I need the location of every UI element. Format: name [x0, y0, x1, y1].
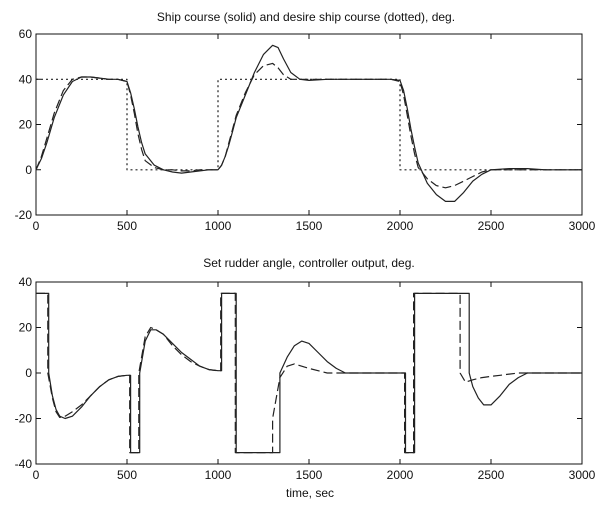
course-y-tick-label: 0 — [25, 163, 32, 177]
course-x-tick-label: 1500 — [296, 219, 323, 233]
course-x-tick-label: 0 — [33, 219, 40, 233]
rudder-y-ticks: -40 -20 0 20 40 — [15, 275, 582, 471]
course-y-tick-label: -20 — [15, 208, 33, 222]
course-x-tick-label: 2000 — [387, 219, 414, 233]
rudder-y-tick-label: -40 — [15, 457, 33, 471]
course-series — [35, 44, 582, 202]
course-series-line-dotted — [36, 78, 582, 171]
rudder-x-tick-label: 2500 — [478, 468, 505, 482]
rudder-plot-area — [35, 281, 583, 465]
rudder-panel: Set rudder angle, controller output, deg… — [15, 256, 596, 500]
rudder-chart-title: Set rudder angle, controller output, deg… — [203, 256, 414, 270]
course-x-tick-label: 3000 — [569, 219, 596, 233]
course-x-tick-label: 2500 — [478, 219, 505, 233]
rudder-y-tick-label: 40 — [19, 275, 33, 289]
rudder-y-tick-label: 20 — [19, 321, 33, 335]
rudder-x-tick-label: 500 — [117, 468, 137, 482]
rudder-x-tick-label: 2000 — [387, 468, 414, 482]
course-y-tick-label: 60 — [19, 27, 33, 41]
course-x-tick-label: 1000 — [205, 219, 232, 233]
course-plot-area — [35, 33, 583, 216]
course-panel: Ship course (solid) and desire ship cour… — [15, 10, 596, 233]
rudder-x-tick-label: 1500 — [296, 468, 323, 482]
course-chart-title: Ship course (solid) and desire ship cour… — [157, 10, 455, 24]
course-y-tick-label: 20 — [19, 118, 33, 132]
rudder-series — [36, 292, 582, 454]
course-x-tick-label: 500 — [117, 219, 137, 233]
rudder-y-tick-label: 0 — [25, 366, 32, 380]
course-y-tick-label: 40 — [19, 72, 33, 86]
rudder-x-tick-label: 1000 — [205, 468, 232, 482]
rudder-x-ticks: 0 500 1000 1500 2000 2500 3000 — [33, 282, 596, 482]
course-y-ticks: -20 0 20 40 60 — [15, 27, 582, 222]
course-series-line-dashed — [35, 62, 582, 189]
rudder-x-axis-label: time, sec — [286, 486, 334, 500]
rudder-x-tick-label: 3000 — [569, 468, 596, 482]
course-x-ticks: 0 500 1000 1500 2000 2500 3000 — [33, 34, 596, 233]
rudder-series-line-dashed — [36, 292, 582, 454]
rudder-y-tick-label: -20 — [15, 412, 33, 426]
rudder-x-tick-label: 0 — [33, 468, 40, 482]
